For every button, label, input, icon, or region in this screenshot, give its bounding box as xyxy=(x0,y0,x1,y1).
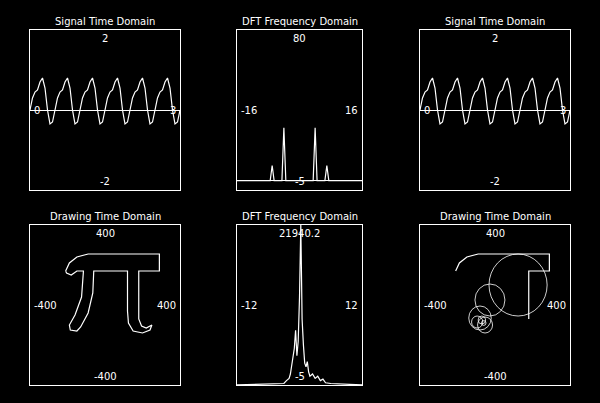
svg-text:Drawing Time Domain: Drawing Time Domain xyxy=(440,211,551,222)
svg-text:-400: -400 xyxy=(34,300,57,311)
svg-text:-12: -12 xyxy=(241,300,257,311)
svg-text:-16: -16 xyxy=(241,105,257,116)
svg-text:-2: -2 xyxy=(100,176,110,187)
svg-text:-5: -5 xyxy=(295,371,305,382)
svg-text:21940.2: 21940.2 xyxy=(279,228,320,239)
svg-text:400: 400 xyxy=(96,228,115,239)
svg-text:3: 3 xyxy=(560,105,566,116)
svg-text:2: 2 xyxy=(102,33,108,44)
svg-text:400: 400 xyxy=(547,300,566,311)
svg-text:2: 2 xyxy=(492,33,498,44)
svg-text:DFT Frequency Domain: DFT Frequency Domain xyxy=(242,211,358,222)
svg-text:-400: -400 xyxy=(94,371,117,382)
svg-text:16: 16 xyxy=(345,105,358,116)
svg-text:-400: -400 xyxy=(424,300,447,311)
svg-text:Signal Time Domain: Signal Time Domain xyxy=(445,16,545,27)
svg-text:-5: -5 xyxy=(295,176,305,187)
svg-text:80: 80 xyxy=(293,33,306,44)
svg-text:0: 0 xyxy=(34,105,40,116)
svg-text:3: 3 xyxy=(170,105,176,116)
svg-text:-2: -2 xyxy=(490,176,500,187)
svg-text:Signal Time Domain: Signal Time Domain xyxy=(55,16,155,27)
svg-text:400: 400 xyxy=(486,228,505,239)
svg-text:400: 400 xyxy=(157,300,176,311)
svg-text:12: 12 xyxy=(345,300,358,311)
svg-text:0: 0 xyxy=(424,105,430,116)
svg-text:Drawing Time Domain: Drawing Time Domain xyxy=(50,211,161,222)
svg-text:DFT Frequency Domain: DFT Frequency Domain xyxy=(242,16,358,27)
svg-text:-400: -400 xyxy=(484,371,507,382)
